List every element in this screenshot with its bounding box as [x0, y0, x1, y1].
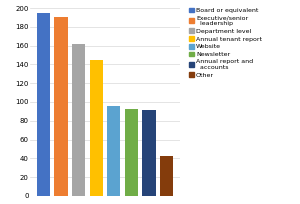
Bar [72, 44, 85, 196]
Bar [125, 109, 138, 196]
Bar [142, 110, 156, 196]
Legend: Board or equivalent, Executive/senior
  leadership, Department level, Annual ten: Board or equivalent, Executive/senior le… [189, 8, 262, 78]
Bar [160, 156, 173, 196]
Bar [107, 106, 120, 196]
Bar [90, 60, 103, 196]
Bar [54, 17, 68, 196]
Bar [37, 13, 50, 196]
